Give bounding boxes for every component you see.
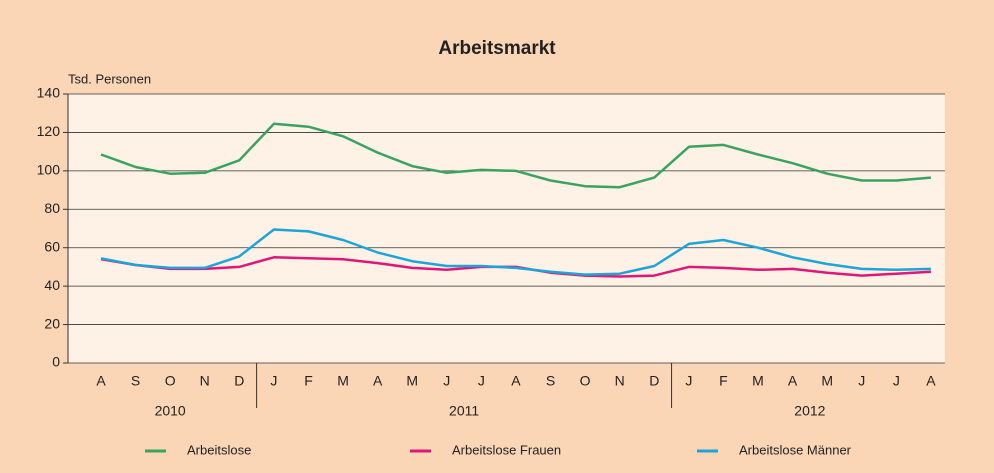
y-tick-label: 20	[44, 315, 60, 331]
x-tick-label: A	[373, 373, 383, 389]
y-tick-label: 100	[37, 162, 61, 178]
line-series	[100, 228, 931, 276]
y-tick-label: 0	[52, 354, 60, 370]
legend-label: Arbeitslose Männer	[739, 442, 852, 457]
line-series	[100, 122, 932, 189]
legend-label: Arbeitslose Frauen	[452, 442, 561, 457]
x-tick-label: A	[788, 373, 798, 389]
x-tick-label: D	[649, 373, 659, 389]
x-tick-label: O	[580, 373, 591, 389]
y-tick-label: 40	[44, 277, 60, 293]
x-tick-label: M	[337, 373, 349, 389]
x-tick-label: A	[926, 373, 936, 389]
year-label: 2010	[155, 403, 186, 419]
x-tick-label: O	[165, 373, 176, 389]
x-tick-label: A	[511, 373, 521, 389]
x-tick-label: J	[685, 373, 692, 389]
year-label: 2012	[794, 403, 825, 419]
x-tick-label: D	[234, 373, 244, 389]
x-tick-label: J	[893, 373, 900, 389]
x-tick-label: A	[96, 373, 106, 389]
x-tick-label: J	[270, 373, 277, 389]
legend-label: Arbeitslose	[187, 442, 251, 457]
y-tick-label: 80	[44, 200, 60, 216]
x-tick-label: M	[821, 373, 833, 389]
year-label: 2011	[449, 403, 479, 419]
x-tick-label: J	[443, 373, 450, 389]
y-tick-label: 60	[44, 238, 60, 254]
y-axis-title: Tsd. Personen	[68, 71, 151, 86]
plot-area	[68, 94, 945, 363]
y-tick-label: 120	[37, 123, 61, 139]
x-tick-label: N	[615, 373, 625, 389]
x-tick-label: M	[406, 373, 418, 389]
x-tick-label: N	[200, 373, 210, 389]
x-tick-label: F	[304, 373, 313, 389]
x-tick-label: J	[478, 373, 485, 389]
x-tick-label: J	[858, 373, 865, 389]
x-tick-label: S	[546, 373, 555, 389]
x-tick-label: S	[131, 373, 140, 389]
x-tick-label: F	[719, 373, 728, 389]
chart-title: Arbeitsmarkt	[438, 38, 556, 59]
x-tick-label: M	[752, 373, 764, 389]
y-tick-label: 140	[37, 85, 61, 101]
